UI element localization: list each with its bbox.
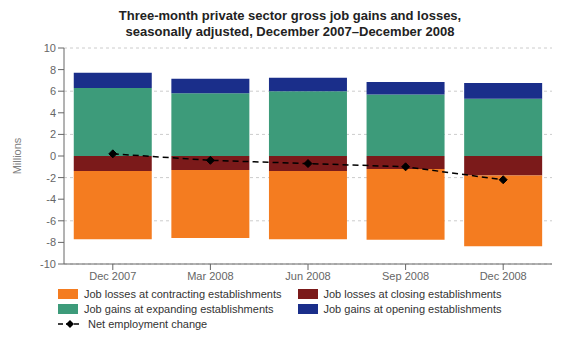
svg-text:Dec 2007: Dec 2007 bbox=[89, 270, 136, 282]
svg-text:Millions: Millions bbox=[11, 137, 23, 174]
svg-text:-6: -6 bbox=[46, 215, 56, 227]
svg-text:Dec 2008: Dec 2008 bbox=[480, 270, 527, 282]
html-text:Job gains at expanding establi: Job gains at expanding establishments bbox=[84, 303, 274, 315]
svg-text:4: 4 bbox=[50, 107, 56, 119]
svg-text:-4: -4 bbox=[46, 193, 56, 205]
html-text:Net employment change: Net employment change bbox=[88, 318, 208, 330]
svg-text:2: 2 bbox=[50, 128, 56, 140]
svg-text:-2: -2 bbox=[46, 172, 56, 184]
html-text:Job losses at contracting esta: Job losses at contracting establishments bbox=[84, 288, 282, 300]
svg-text:Mar 2008: Mar 2008 bbox=[187, 270, 233, 282]
html-text:Three-month private sector gro: Three-month private sector gross job gai… bbox=[118, 8, 462, 23]
svg-text:-8: -8 bbox=[46, 236, 56, 248]
svg-text:6: 6 bbox=[50, 85, 56, 97]
svg-text:8: 8 bbox=[50, 64, 56, 76]
svg-text:Jun 2008: Jun 2008 bbox=[285, 270, 330, 282]
html-text:Job gains at opening establish: Job gains at opening establishments bbox=[323, 303, 502, 315]
svg-text:0: 0 bbox=[50, 150, 56, 162]
html-text:Job losses at closing establis: Job losses at closing establishments bbox=[323, 288, 502, 300]
svg-text:-10: -10 bbox=[40, 258, 56, 270]
svg-text:Sep 2008: Sep 2008 bbox=[382, 270, 429, 282]
svg-text:10: 10 bbox=[44, 42, 56, 54]
html-text:seasonally adjusted, December: seasonally adjusted, December 2007–Decem… bbox=[125, 24, 455, 39]
